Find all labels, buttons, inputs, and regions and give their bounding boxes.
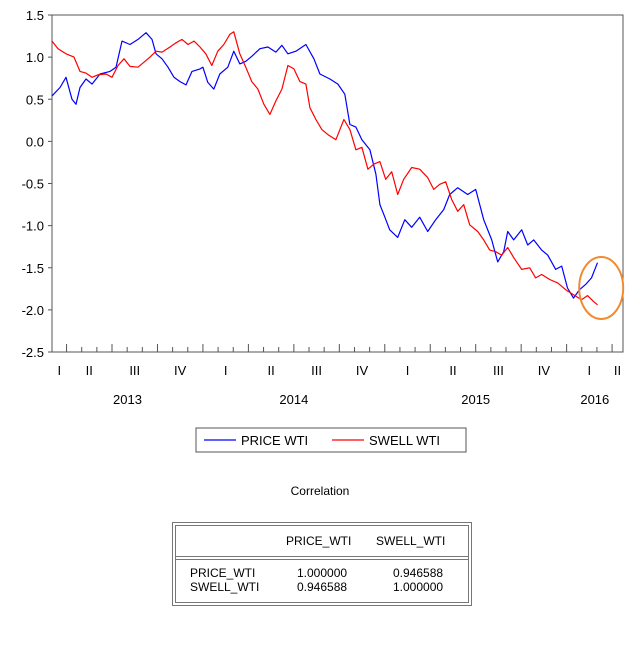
x-quarter-label: IV xyxy=(174,363,187,378)
y-tick-label: 1.5 xyxy=(26,8,44,23)
x-quarter-label: III xyxy=(493,363,504,378)
correlation-table: PRICE_WTI SWELL_WTI PRICE_WTI 1.000000 0… xyxy=(172,522,472,606)
column-header: SWELL_WTI xyxy=(376,534,446,548)
series-group xyxy=(51,31,599,306)
x-year-label: 2016 xyxy=(580,392,609,407)
x-quarter-label: IV xyxy=(538,363,551,378)
x-quarter-label: II xyxy=(268,363,275,378)
x-quarter-label: II xyxy=(86,363,93,378)
annotation-group xyxy=(578,255,625,320)
x-year-label: 2015 xyxy=(461,392,490,407)
x-quarter-label: I xyxy=(406,363,410,378)
x-quarter-label: II xyxy=(449,363,456,378)
legend: PRICE WTI SWELL WTI xyxy=(195,427,467,453)
series-line-price-wti xyxy=(51,32,599,299)
legend-box xyxy=(195,427,467,453)
x-quarter-label: IV xyxy=(356,363,369,378)
x-year-label: 2014 xyxy=(279,392,308,407)
line-chart: 1.51.00.50.0-0.5-1.0-1.5-2.0-2.5 I II III I… xyxy=(22,8,625,453)
x-quarter-label: III xyxy=(311,363,322,378)
y-tick-label: -0.5 xyxy=(22,177,44,192)
correlation-title: Correlation xyxy=(290,484,350,498)
column-header: PRICE_WTI xyxy=(286,534,352,548)
y-tick-label: 1.0 xyxy=(26,50,44,65)
x-quarter-label: II xyxy=(614,363,621,378)
y-tick-label: 0.0 xyxy=(26,134,44,149)
y-tick-label: 0.5 xyxy=(26,92,44,107)
y-tick-label: -2.5 xyxy=(22,345,44,360)
row-label: PRICE_WTI xyxy=(190,566,256,580)
y-axis: 1.5 1.0 0.5 0.0 -0.5 -1.0 -1.5 -2.0 -2.5 xyxy=(22,8,52,360)
y-tick-label: -2.0 xyxy=(22,303,44,318)
x-quarter-label: I xyxy=(588,363,592,378)
legend-label-swell-wti: SWELL WTI xyxy=(369,433,440,448)
header-divider xyxy=(176,556,468,560)
table-cell: 1.000000 xyxy=(393,580,444,594)
table-cell: 0.946588 xyxy=(393,566,444,580)
annotation-ellipse xyxy=(578,255,625,320)
x-year-label: 2013 xyxy=(113,392,142,407)
x-quarter-label: I xyxy=(57,363,61,378)
legend-label-price-wti: PRICE WTI xyxy=(241,433,308,448)
series-line-swell-wti xyxy=(51,31,598,306)
table-cell: 1.000000 xyxy=(297,566,348,580)
x-quarter-label: III xyxy=(129,363,140,378)
x-quarter-label: I xyxy=(224,363,228,378)
row-label: SWELL_WTI xyxy=(190,580,260,594)
y-tick-label: -1.0 xyxy=(22,219,44,234)
y-tick-label: -1.5 xyxy=(22,261,44,276)
table-cell: 0.946588 xyxy=(297,580,348,594)
plot-frame xyxy=(51,14,624,353)
